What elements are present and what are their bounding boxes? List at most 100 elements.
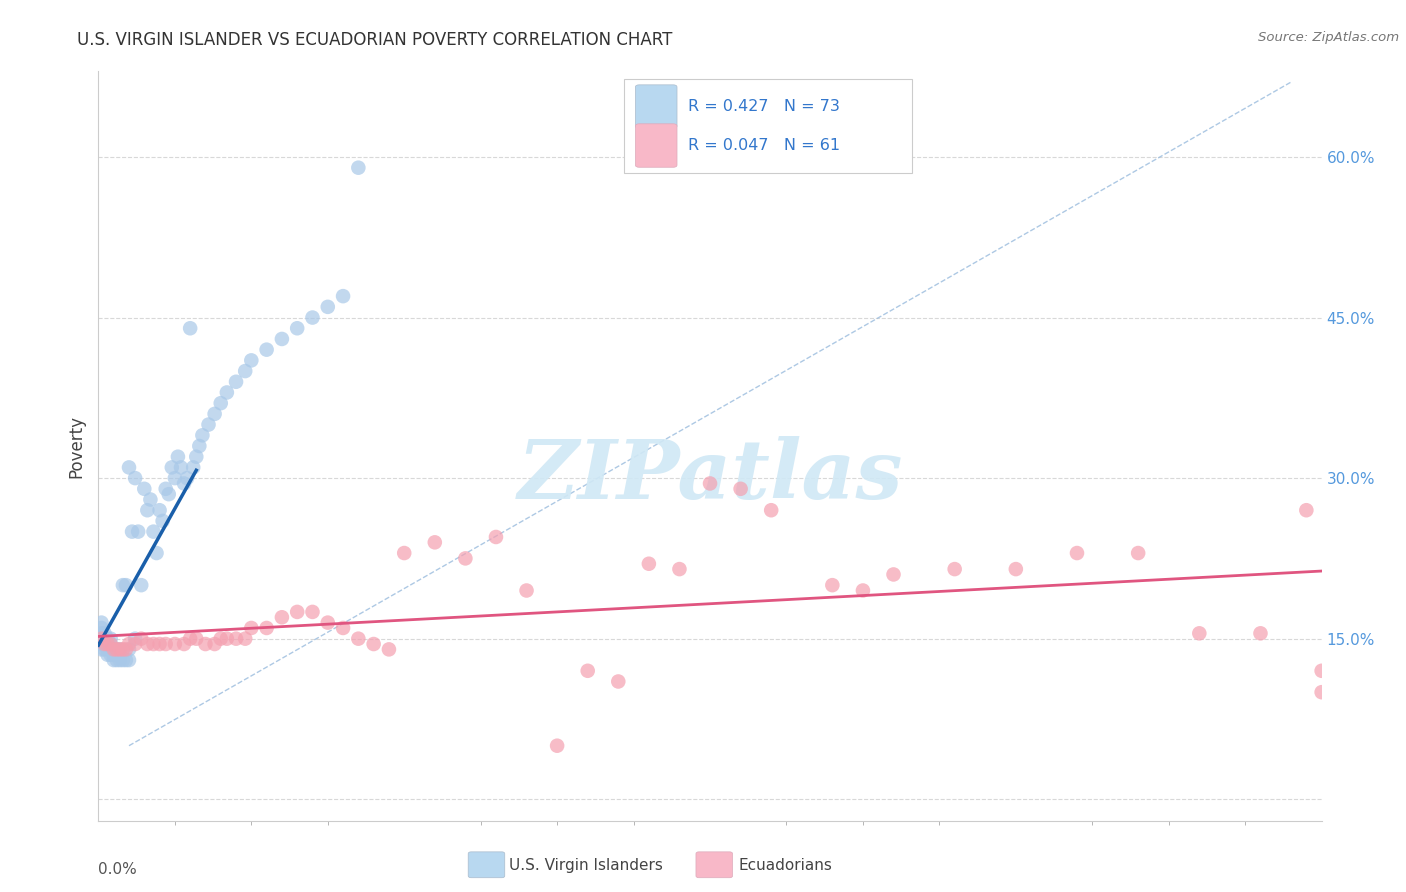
Point [215,632,238,646]
Point [668,562,690,576]
Point [93,632,115,646]
Point [194,637,217,651]
Point [108,648,131,662]
Point [90,632,112,646]
Point [215,385,238,400]
Point [115,578,138,592]
Point [233,632,256,646]
Point [883,567,905,582]
Point [240,353,263,368]
Point [1310,664,1333,678]
Point [209,396,232,410]
Point [332,621,354,635]
FancyBboxPatch shape [636,85,678,128]
Point [108,653,131,667]
Point [943,562,966,576]
Point [607,674,630,689]
Point [149,637,172,651]
Point [121,524,143,539]
Point [118,642,141,657]
Point [204,407,226,421]
Point [152,514,174,528]
Point [485,530,508,544]
Point [134,482,156,496]
Point [139,492,162,507]
Text: U.S. VIRGIN ISLANDER VS ECUADORIAN POVERTY CORRELATION CHART: U.S. VIRGIN ISLANDER VS ECUADORIAN POVER… [77,31,672,49]
Point [1310,685,1333,699]
Point [111,642,134,657]
Point [1004,562,1026,576]
Point [423,535,446,549]
Point [576,664,599,678]
Point [93,637,115,651]
Point [103,642,125,657]
Point [124,637,146,651]
Point [111,578,134,592]
Point [730,482,752,496]
Point [97,648,120,662]
Point [1295,503,1317,517]
Point [821,578,844,592]
Point [256,343,278,357]
Point [240,621,263,635]
Point [188,439,211,453]
Point [100,637,122,651]
Point [100,637,122,651]
Point [118,653,141,667]
Point [1188,626,1211,640]
Point [170,460,193,475]
Point [97,637,120,651]
Point [285,321,308,335]
Point [129,632,152,646]
Text: U.S. Virgin Islanders: U.S. Virgin Islanders [509,858,662,872]
Point [256,621,278,635]
Point [1128,546,1150,560]
Point [155,637,177,651]
Point [118,460,141,475]
Point [103,653,125,667]
Point [157,487,180,501]
Point [204,637,226,651]
Point [347,632,370,646]
Point [301,310,323,325]
Point [127,524,149,539]
Point [316,300,339,314]
Point [160,460,183,475]
Point [111,653,134,667]
Point [149,503,172,517]
Point [197,417,219,432]
Point [233,364,256,378]
Text: ZIPatlas: ZIPatlas [517,436,903,516]
Text: R = 0.427   N = 73: R = 0.427 N = 73 [688,99,839,114]
Point [285,605,308,619]
Point [167,450,190,464]
Point [108,642,131,657]
Point [103,642,125,657]
Point [347,161,370,175]
Point [129,578,152,592]
Point [225,375,247,389]
Text: 0.0%: 0.0% [98,862,138,877]
Point [100,648,122,662]
Point [378,642,401,657]
Point [97,642,120,657]
Text: Ecuadorians: Ecuadorians [738,858,832,872]
Point [105,642,128,657]
Point [105,653,128,667]
Point [316,615,339,630]
Point [209,632,232,646]
Point [100,642,122,657]
Point [270,332,292,346]
Point [124,632,146,646]
Point [454,551,477,566]
Point [699,476,721,491]
Point [90,637,112,651]
Point [90,626,112,640]
Point [115,653,138,667]
Point [97,632,120,646]
FancyBboxPatch shape [624,78,912,172]
Point [163,471,186,485]
Point [759,503,782,517]
Point [115,642,138,657]
Point [516,583,538,598]
